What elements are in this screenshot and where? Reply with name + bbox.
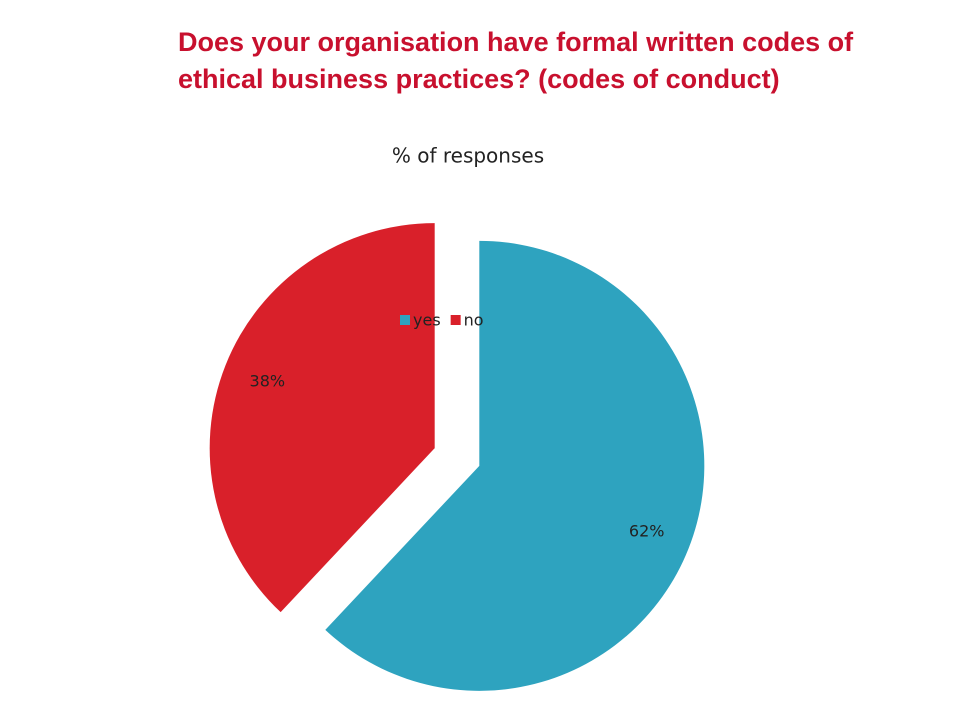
pie-slice — [209, 223, 435, 613]
chart-subtitle: % of responses — [392, 144, 544, 168]
legend-label: yes — [413, 311, 441, 330]
slide-title: Does your organisation have formal writt… — [178, 27, 854, 94]
data-label: 62% — [629, 522, 665, 541]
data-label: 38% — [250, 371, 286, 390]
legend-swatch — [400, 315, 410, 325]
pie-slice — [325, 240, 705, 691]
legend-label: no — [464, 311, 484, 330]
legend-swatch — [450, 315, 461, 325]
